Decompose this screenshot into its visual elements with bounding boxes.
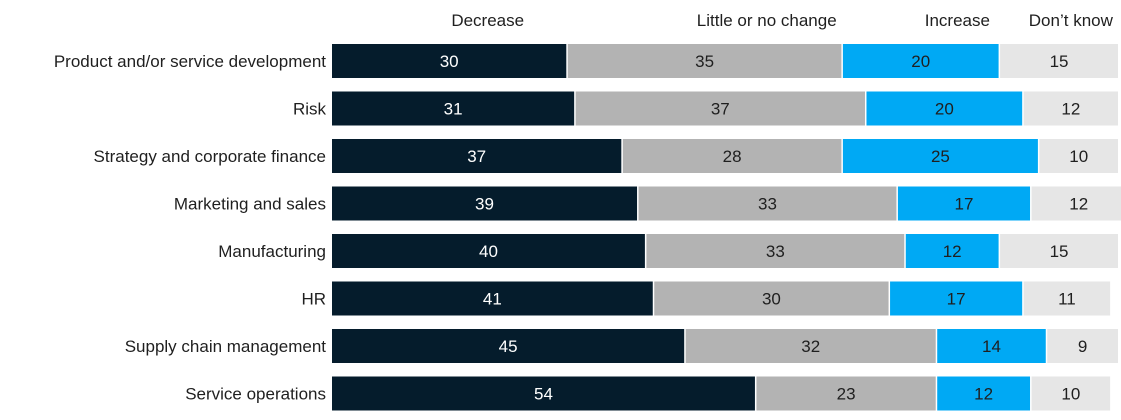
bar-segment <box>905 234 999 268</box>
data-label: 33 <box>758 195 777 214</box>
data-label: 20 <box>911 52 930 71</box>
data-label: 17 <box>947 290 966 309</box>
data-label: 35 <box>695 52 714 71</box>
bar-segment <box>1039 139 1118 173</box>
bar-segment <box>1031 376 1111 411</box>
bar-segment <box>937 376 1031 411</box>
data-label: 54 <box>534 385 553 404</box>
legend-label: Decrease <box>451 11 524 30</box>
category-label: Risk <box>293 100 327 119</box>
data-label: 15 <box>1050 242 1069 261</box>
bar-segment <box>890 281 1023 316</box>
data-label: 9 <box>1078 337 1087 356</box>
data-label: 28 <box>723 147 742 166</box>
data-label: 17 <box>955 195 974 214</box>
bar-segment <box>332 139 622 173</box>
data-label: 15 <box>1050 52 1069 71</box>
bar-row: Marketing and sales 39 33 17 12 <box>174 186 1121 221</box>
data-label: 37 <box>711 100 730 119</box>
data-label: 10 <box>1061 385 1080 404</box>
bar-segment <box>646 234 905 268</box>
bar-segment <box>1023 281 1111 316</box>
bar-segment <box>1047 329 1118 363</box>
category-label: Manufacturing <box>218 242 326 261</box>
bar-row: Service operations 54 23 12 10 <box>185 376 1111 411</box>
bar-rows: Product and/or service development 30 35 20… <box>54 44 1121 411</box>
data-label: 30 <box>762 290 781 309</box>
legend-label: Don’t know <box>1029 11 1114 30</box>
data-label: 33 <box>766 242 785 261</box>
bar-segment <box>654 281 889 316</box>
bar-segment <box>575 91 865 126</box>
data-label: 11 <box>1058 290 1076 309</box>
data-label: 31 <box>444 100 463 119</box>
bar-row: Manufacturing 40 33 12 15 <box>218 234 1118 268</box>
bar-segment <box>1023 91 1118 126</box>
data-label: 14 <box>982 337 1001 356</box>
bar-segment <box>332 234 645 268</box>
data-label: 10 <box>1069 147 1088 166</box>
data-label: 12 <box>974 385 993 404</box>
data-label: 32 <box>801 337 820 356</box>
data-label: 30 <box>440 52 459 71</box>
category-label: Service operations <box>185 385 326 404</box>
bar-segment <box>842 44 999 78</box>
data-label: 12 <box>1061 100 1080 119</box>
bar-segment <box>638 186 897 221</box>
data-label: 25 <box>931 147 950 166</box>
category-label: Strategy and corporate finance <box>94 147 326 166</box>
data-label: 41 <box>483 290 502 309</box>
bar-segment <box>1000 234 1118 268</box>
bar-segment <box>1000 44 1118 78</box>
bar-segment <box>332 186 638 221</box>
bar-segment <box>756 376 936 411</box>
bar-segment <box>332 91 575 126</box>
bar-segment <box>332 329 685 363</box>
bar-segment <box>685 329 936 363</box>
category-label: Marketing and sales <box>174 195 326 214</box>
bar-segment <box>332 44 567 78</box>
bar-segment <box>622 139 842 173</box>
bar-row: Supply chain management 45 32 14 9 <box>125 329 1118 363</box>
category-label: Product and/or service development <box>54 52 326 71</box>
data-label: 37 <box>467 147 486 166</box>
data-label: 12 <box>1069 195 1088 214</box>
data-label: 40 <box>479 242 498 261</box>
legend: Decrease Little or no change Increase Don’t… <box>451 11 1113 30</box>
bar-segment <box>567 44 842 78</box>
bar-row: Risk 31 37 20 12 <box>293 91 1118 126</box>
bar-segment <box>842 139 1038 173</box>
bar-segment <box>866 91 1023 126</box>
data-label: 45 <box>499 337 518 356</box>
bar-segment <box>897 186 1031 221</box>
legend-label: Little or no change <box>697 11 837 30</box>
bar-row: Strategy and corporate finance 37 28 25 10 <box>94 139 1118 173</box>
data-label: 39 <box>475 195 494 214</box>
bar-segment <box>332 281 653 316</box>
legend-label: Increase <box>925 11 990 30</box>
bar-segment <box>937 329 1046 363</box>
bar-segment <box>332 376 755 411</box>
bar-row: HR 41 30 17 11 <box>301 281 1111 316</box>
data-label: 23 <box>837 385 856 404</box>
data-label: 20 <box>935 100 954 119</box>
bar-row: Product and/or service development 30 35 20… <box>54 44 1118 78</box>
category-label: HR <box>301 290 326 309</box>
bar-segment <box>1031 186 1121 221</box>
data-label: 12 <box>943 242 962 261</box>
category-label: Supply chain management <box>125 337 327 356</box>
